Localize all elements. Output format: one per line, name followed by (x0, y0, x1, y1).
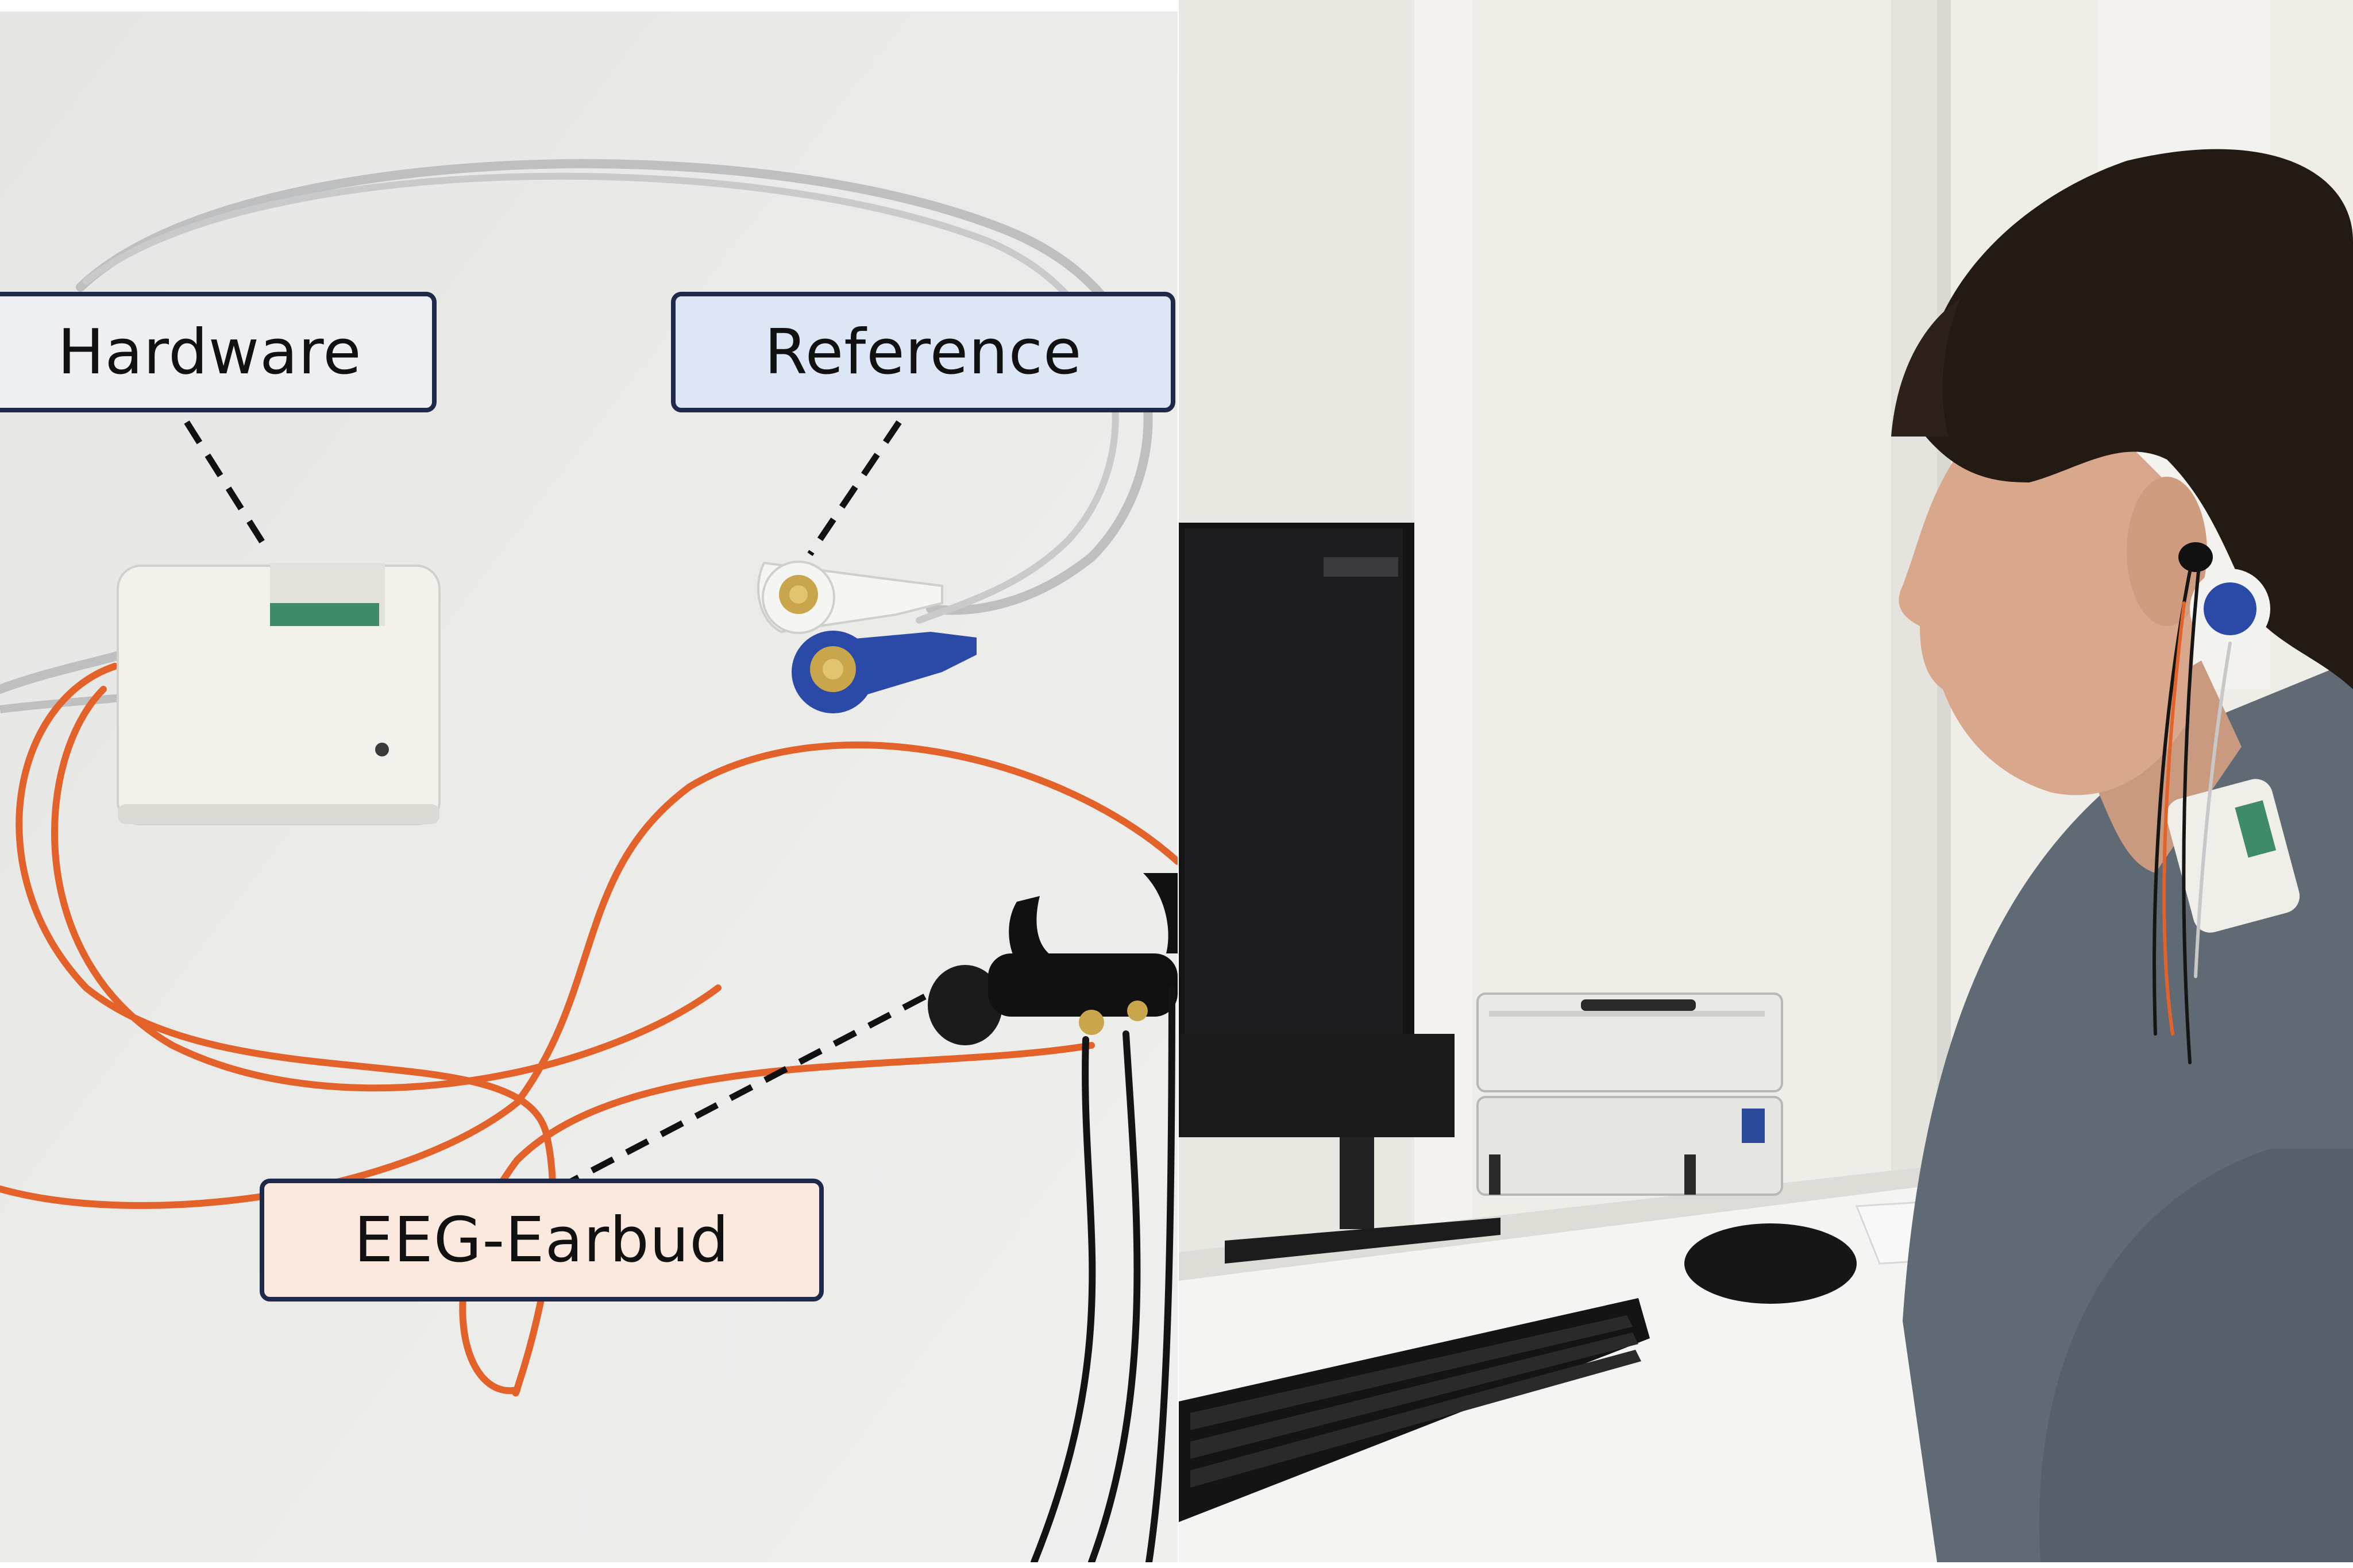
hardware-connector-line (184, 420, 273, 556)
eeg-earbud-icon (928, 873, 1178, 1045)
participant-photo (1179, 0, 2353, 1562)
components-photo (0, 11, 1178, 1562)
hardware-label: Hardware (0, 292, 437, 412)
grey-cable (0, 159, 1153, 694)
mouse-icon (1684, 1223, 1857, 1304)
reference-label: Reference (671, 292, 1175, 412)
reference-connector-line (807, 420, 902, 557)
hardware-module-icon (117, 563, 441, 825)
monitor-icon (1179, 523, 1500, 1264)
earbud-connector-line (544, 994, 927, 1198)
components-photo-panel: Hardware Reference EEG-Earbud (0, 11, 1178, 1562)
person-icon (1891, 149, 2353, 1562)
reference-electrodes-icon (757, 561, 977, 713)
participant-photo-panel (1179, 0, 2353, 1562)
amplifier-icon (1476, 992, 1783, 1196)
eeg-earbud-label: EEG-Earbud (260, 1179, 824, 1301)
